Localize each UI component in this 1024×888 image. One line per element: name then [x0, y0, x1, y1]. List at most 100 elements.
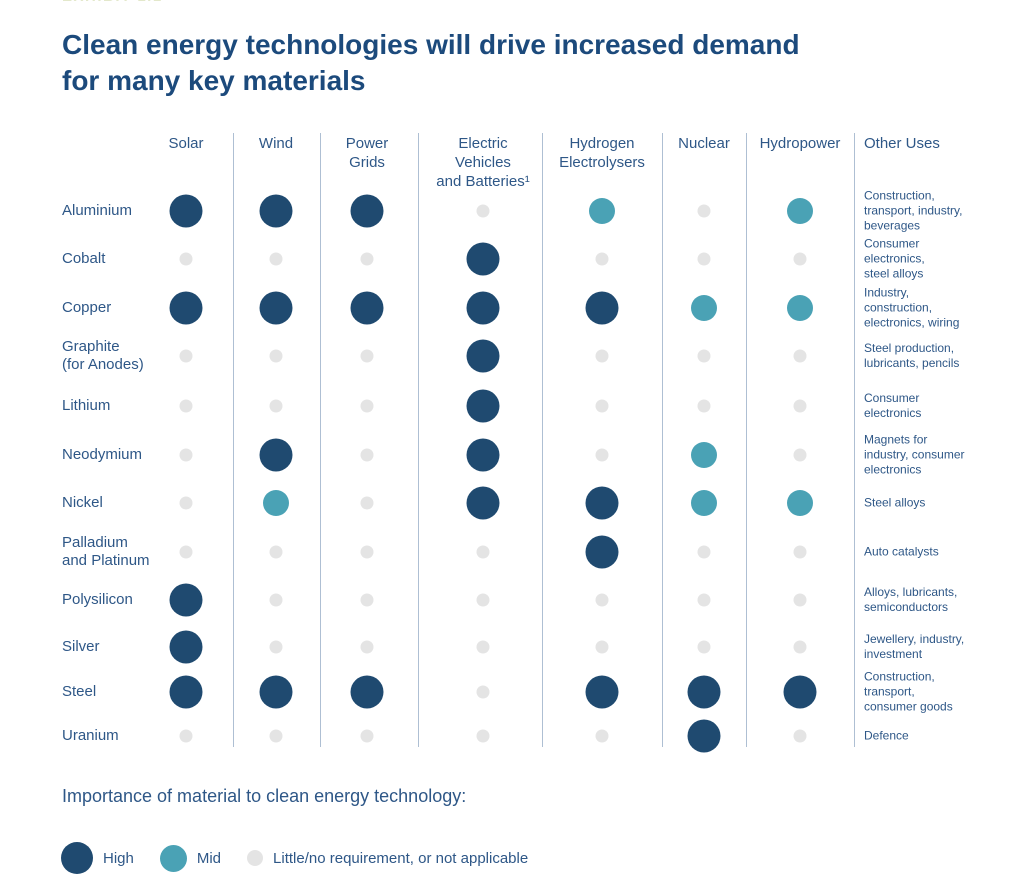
importance-dot-high — [585, 291, 619, 325]
legend-item-none: Little/no requirement, or not applicable — [247, 850, 528, 867]
importance-dot-none — [179, 252, 193, 266]
importance-dot-none — [360, 545, 374, 559]
importance-dot-none — [179, 545, 193, 559]
importance-dot-mid — [589, 198, 615, 224]
column-header: Hydrogen Electrolysers — [559, 135, 645, 171]
other-uses-text: Construction, transport, industry, bever… — [864, 188, 963, 233]
importance-dot-none — [179, 349, 193, 363]
column-divider — [854, 133, 855, 747]
importance-dot-mid — [691, 442, 717, 468]
importance-dot-high — [169, 583, 203, 617]
legend-label: High — [103, 849, 134, 867]
importance-dot-high — [466, 242, 500, 276]
legend: High Mid Little/no requirement, or not app… — [61, 842, 554, 874]
importance-dot-none — [793, 448, 807, 462]
other-uses-text: Consumer electronics — [864, 391, 922, 420]
importance-dot-none — [179, 729, 193, 743]
importance-dot-high — [350, 291, 384, 325]
importance-dot-high — [350, 675, 384, 709]
legend-heading: Importance of material to clean energy t… — [62, 786, 467, 806]
legend-label: Little/no requirement, or not applicable — [273, 849, 529, 867]
importance-dot-none — [697, 545, 711, 559]
importance-dot-none — [269, 729, 283, 743]
importance-dot-high — [169, 194, 203, 228]
material-label: Copper — [62, 299, 112, 316]
importance-dot-none — [476, 593, 490, 607]
material-label: Lithium — [62, 397, 111, 414]
legend-item-high: High — [61, 842, 134, 874]
importance-dot-none — [697, 349, 711, 363]
page-title: Clean energy technologies will drive inc… — [62, 29, 800, 96]
column-divider — [233, 133, 234, 747]
material-label: Neodymium — [62, 446, 143, 463]
importance-dot-high — [466, 389, 500, 423]
importance-dot-none — [179, 399, 193, 413]
column-divider — [542, 133, 543, 747]
importance-dot-high — [259, 675, 293, 709]
importance-dot-high — [585, 675, 619, 709]
column-header: Solar — [168, 135, 204, 152]
importance-dot-high — [466, 486, 500, 520]
importance-dot-none — [360, 496, 374, 510]
column-divider — [662, 133, 663, 747]
material-label: Silver — [62, 638, 100, 655]
legend-label: Mid — [196, 849, 222, 867]
column-divider — [320, 133, 321, 747]
importance-dot-none — [697, 593, 711, 607]
legend-dot-mid — [159, 844, 187, 872]
importance-dot-high — [259, 438, 293, 472]
column-header: Power Grids — [345, 135, 389, 171]
column-header: Hydropower — [759, 135, 841, 152]
importance-dot-none — [793, 399, 807, 413]
importance-dot-high — [350, 194, 384, 228]
other-uses-text: Defence — [864, 728, 909, 743]
importance-dot-none — [476, 640, 490, 654]
importance-dot-high — [169, 291, 203, 325]
other-uses-text: Industry, construction, electronics, wir… — [864, 285, 960, 330]
column-header: Wind — [258, 135, 294, 152]
importance-dot-none — [697, 399, 711, 413]
importance-dot-high — [466, 291, 500, 325]
importance-dot-none — [476, 204, 490, 218]
column-header: Nuclear — [678, 135, 730, 152]
importance-dot-mid — [787, 198, 813, 224]
importance-dot-none — [360, 640, 374, 654]
material-label: Polysilicon — [62, 591, 133, 608]
importance-dot-high — [585, 486, 619, 520]
importance-dot-none — [269, 399, 283, 413]
material-label: Cobalt — [62, 250, 106, 267]
importance-dot-none — [360, 448, 374, 462]
material-label: Steel — [62, 683, 97, 700]
importance-dot-none — [179, 496, 193, 510]
exhibit-label: EXHIBIT 1.1 — [62, 0, 163, 5]
importance-dot-high — [169, 675, 203, 709]
importance-dot-none — [476, 729, 490, 743]
other-uses-text: Alloys, lubricants, semiconductors — [864, 585, 958, 614]
other-uses-text: Steel alloys — [864, 495, 926, 510]
importance-dot-none — [360, 349, 374, 363]
importance-dot-none — [595, 729, 609, 743]
other-uses-text: Auto catalysts — [864, 544, 939, 559]
importance-dot-mid — [787, 490, 813, 516]
importance-dot-high — [169, 630, 203, 664]
importance-dot-none — [269, 593, 283, 607]
legend-dot-none — [247, 850, 264, 866]
importance-dot-none — [595, 399, 609, 413]
importance-dot-high — [585, 535, 619, 569]
material-label: Palladium and Platinum — [62, 534, 150, 569]
legend-dot-high — [61, 842, 93, 874]
other-uses-text: Magnets for industry, consumer electroni… — [864, 432, 965, 477]
importance-dot-none — [595, 640, 609, 654]
importance-dot-none — [476, 545, 490, 559]
other-uses-text: Construction, transport, consumer goods — [864, 669, 953, 714]
importance-dot-high — [259, 194, 293, 228]
importance-dot-none — [269, 349, 283, 363]
importance-dot-none — [595, 448, 609, 462]
importance-dot-none — [360, 252, 374, 266]
importance-dot-none — [793, 252, 807, 266]
other-uses-text: Consumer electronics, steel alloys — [864, 236, 925, 281]
importance-dot-none — [269, 252, 283, 266]
importance-dot-mid — [691, 295, 717, 321]
importance-dot-none — [360, 399, 374, 413]
